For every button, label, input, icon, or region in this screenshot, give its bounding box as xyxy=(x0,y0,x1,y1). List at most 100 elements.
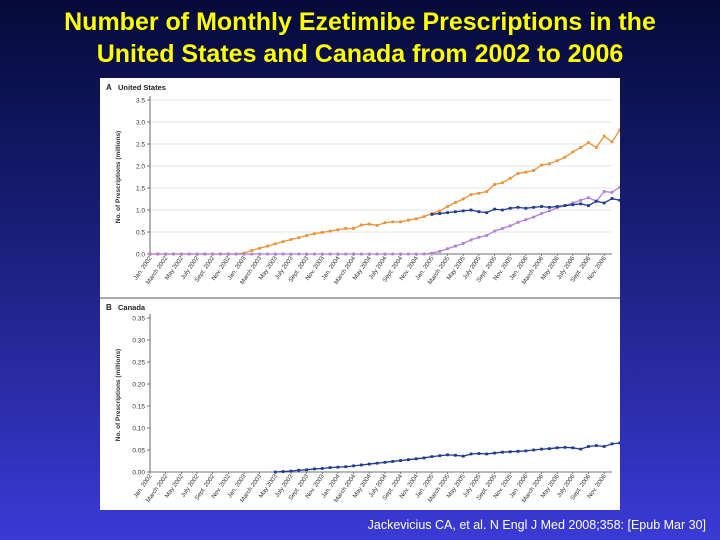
data-point-total xyxy=(477,191,481,195)
data-point-ezetrol xyxy=(375,461,379,465)
data-point-total xyxy=(485,190,489,193)
data-point-vytorin xyxy=(203,252,207,256)
data-point-vytorin xyxy=(367,252,371,256)
data-point-zetia xyxy=(493,207,496,211)
data-point-ezetrol xyxy=(367,462,371,466)
data-point-vytorin xyxy=(234,252,238,256)
data-point-total xyxy=(524,170,528,174)
data-point-ezetrol xyxy=(508,450,512,454)
data-point-ezetrol xyxy=(500,450,504,454)
data-point-vytorin xyxy=(422,252,426,256)
data-point-zetia xyxy=(540,205,543,208)
data-point-ezetrol xyxy=(289,469,293,473)
data-point-ezetrol xyxy=(587,445,590,448)
data-point-vytorin xyxy=(524,218,528,222)
data-point-vytorin xyxy=(461,242,465,245)
data-point-vytorin xyxy=(336,252,340,256)
y-tick-label: 0.0 xyxy=(136,252,145,259)
y-tick-label: 0.25 xyxy=(132,360,145,367)
data-point-ezetrol xyxy=(320,467,324,470)
data-point-ezetrol xyxy=(438,454,442,458)
panel-title: United States xyxy=(118,83,166,92)
figure-panel: A United States 0.0 0.5 1.0 1.5 2.0 2.5 3.0 3.5 No… xyxy=(100,78,620,510)
data-point-ezetrol xyxy=(547,447,551,451)
data-point-vytorin xyxy=(587,196,590,200)
data-point-total xyxy=(297,236,301,240)
y-tick-label: 0.5 xyxy=(136,230,145,237)
data-point-zetia xyxy=(508,206,512,210)
data-point-total xyxy=(352,227,355,230)
data-point-vytorin xyxy=(414,252,418,256)
data-point-ezetrol xyxy=(391,460,395,463)
data-point-ezetrol xyxy=(399,459,402,462)
series-line-zetia xyxy=(431,197,620,216)
data-point-total xyxy=(258,246,262,250)
data-point-vytorin xyxy=(485,234,489,237)
data-point-ezetrol xyxy=(555,446,559,450)
data-point-total xyxy=(461,197,465,201)
y-tick-label: 0.30 xyxy=(132,338,145,345)
data-point-vytorin xyxy=(242,252,246,256)
data-point-total xyxy=(273,242,277,246)
data-point-total xyxy=(579,146,583,149)
series-line-total xyxy=(150,129,620,255)
data-point-ezetrol xyxy=(540,447,543,451)
panel-letter: A xyxy=(106,83,112,92)
data-point-ezetrol xyxy=(422,456,426,460)
data-point-ezetrol xyxy=(273,470,277,474)
y-tick-label: 2.5 xyxy=(136,142,145,149)
data-point-total xyxy=(320,231,324,234)
data-point-total xyxy=(500,181,504,185)
y-tick-label: 0.00 xyxy=(132,470,145,477)
data-point-total xyxy=(414,217,418,221)
data-point-total xyxy=(391,220,395,224)
slide-title-line-1: Number of Monthly Ezetimibe Prescription… xyxy=(64,8,656,36)
data-point-vytorin xyxy=(179,252,183,256)
y-axis-label: No. of Prescriptions (millions) xyxy=(115,131,122,223)
data-point-total xyxy=(313,232,316,236)
data-point-vytorin xyxy=(493,229,496,233)
data-point-vytorin xyxy=(219,252,222,256)
data-point-zetia xyxy=(555,205,559,208)
data-point-ezetrol xyxy=(430,455,434,458)
data-point-ezetrol xyxy=(594,444,598,447)
data-point-total xyxy=(618,128,620,132)
data-point-ezetrol xyxy=(477,452,481,455)
data-point-ezetrol xyxy=(461,454,465,458)
data-point-total xyxy=(540,163,543,167)
data-point-total xyxy=(305,234,309,237)
data-point-vytorin xyxy=(281,252,285,256)
data-point-vytorin xyxy=(399,252,402,256)
data-point-vytorin xyxy=(266,252,269,256)
data-point-ezetrol xyxy=(493,451,496,455)
data-point-vytorin xyxy=(477,235,481,239)
data-point-total xyxy=(587,141,590,145)
data-point-total xyxy=(422,215,426,218)
data-point-vytorin xyxy=(258,252,262,256)
data-point-ezetrol xyxy=(352,464,355,468)
data-point-vytorin xyxy=(383,252,387,256)
data-point-zetia xyxy=(477,210,481,214)
data-point-vytorin xyxy=(469,238,473,242)
data-point-vytorin xyxy=(305,252,309,256)
data-point-zetia xyxy=(446,211,449,215)
data-point-zetia xyxy=(438,212,442,215)
data-point-total xyxy=(375,224,379,227)
data-point-total xyxy=(532,169,536,172)
data-point-vytorin xyxy=(164,252,168,256)
data-point-zetia xyxy=(524,206,528,210)
data-point-vytorin xyxy=(226,252,230,256)
data-point-ezetrol xyxy=(571,446,575,450)
data-point-zetia xyxy=(469,208,473,212)
data-point-total xyxy=(336,228,340,232)
data-point-ezetrol xyxy=(563,445,567,449)
y-tick-label: 0.05 xyxy=(132,448,145,455)
data-point-vytorin xyxy=(156,252,160,256)
data-point-ezetrol xyxy=(579,447,583,451)
data-point-zetia xyxy=(453,210,457,214)
data-point-ezetrol xyxy=(360,463,363,467)
y-tick-label: 0.10 xyxy=(132,426,145,433)
data-point-total xyxy=(399,220,402,224)
data-point-ezetrol xyxy=(618,441,620,445)
chart-svg: A United States 0.0 0.5 1.0 1.5 2.0 2.5 3.0 3.5 No… xyxy=(100,83,620,504)
